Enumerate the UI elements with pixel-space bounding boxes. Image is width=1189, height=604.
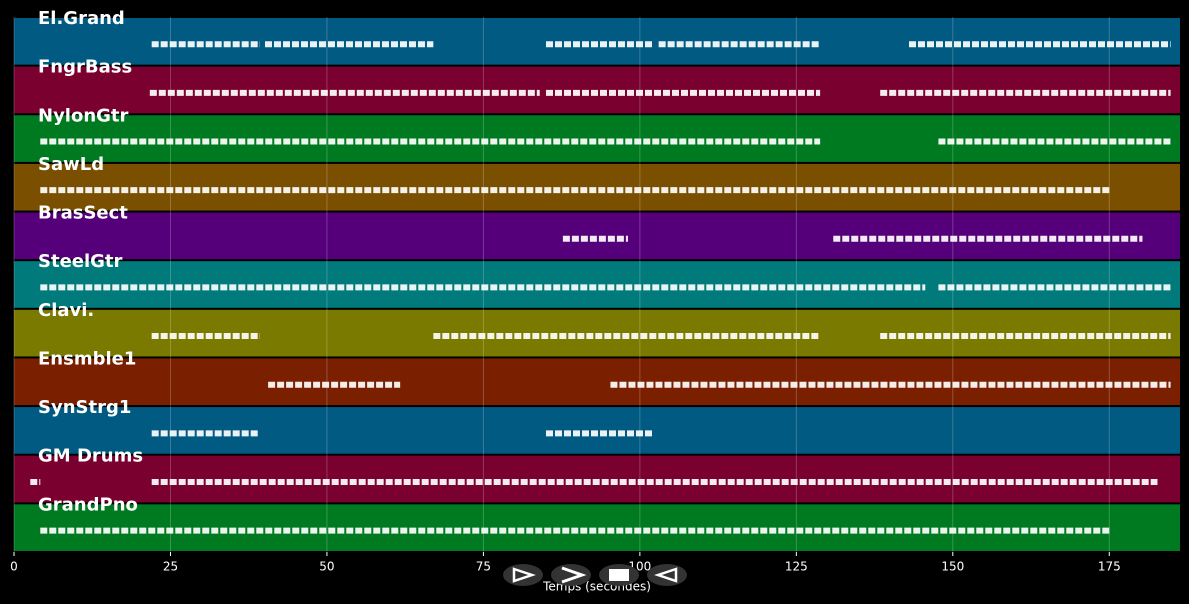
x-tick-label: 0 xyxy=(10,560,18,574)
track-name: BrasSect xyxy=(38,203,128,224)
x-tick-label: 25 xyxy=(163,560,178,574)
track-name: SynStrg1 xyxy=(38,397,131,418)
x-tick-label: 125 xyxy=(785,560,808,574)
track-labels: El.Grand FngrBass NylonGtr SawLd BrasSect Ste… xyxy=(38,8,143,515)
forward-button[interactable] xyxy=(551,564,591,586)
stop-button[interactable] xyxy=(599,564,639,586)
track-name: Ensmble1 xyxy=(38,348,136,369)
track-row xyxy=(14,212,1180,260)
x-tick-label: 175 xyxy=(1098,560,1121,574)
track-name: SteelGtr xyxy=(38,251,123,272)
rewind-button[interactable] xyxy=(647,564,687,586)
track-name: Clavi. xyxy=(38,300,94,321)
track-name: FngrBass xyxy=(38,57,132,78)
track-name: GrandPno xyxy=(38,494,138,515)
track-row xyxy=(14,358,1180,406)
tracks xyxy=(14,18,1180,551)
track-name: SawLd xyxy=(38,154,104,175)
x-tick-label: 50 xyxy=(319,560,334,574)
x-tick-label: 150 xyxy=(941,560,964,574)
track-name: GM Drums xyxy=(38,446,143,467)
play-button[interactable] xyxy=(503,564,543,586)
x-tick-label: 75 xyxy=(476,560,491,574)
track-name: El.Grand xyxy=(38,8,125,29)
playback-controls xyxy=(503,564,687,586)
track-name: NylonGtr xyxy=(38,105,129,126)
grid: 0 25 50 75 100 125 150 175 xyxy=(10,17,1121,574)
